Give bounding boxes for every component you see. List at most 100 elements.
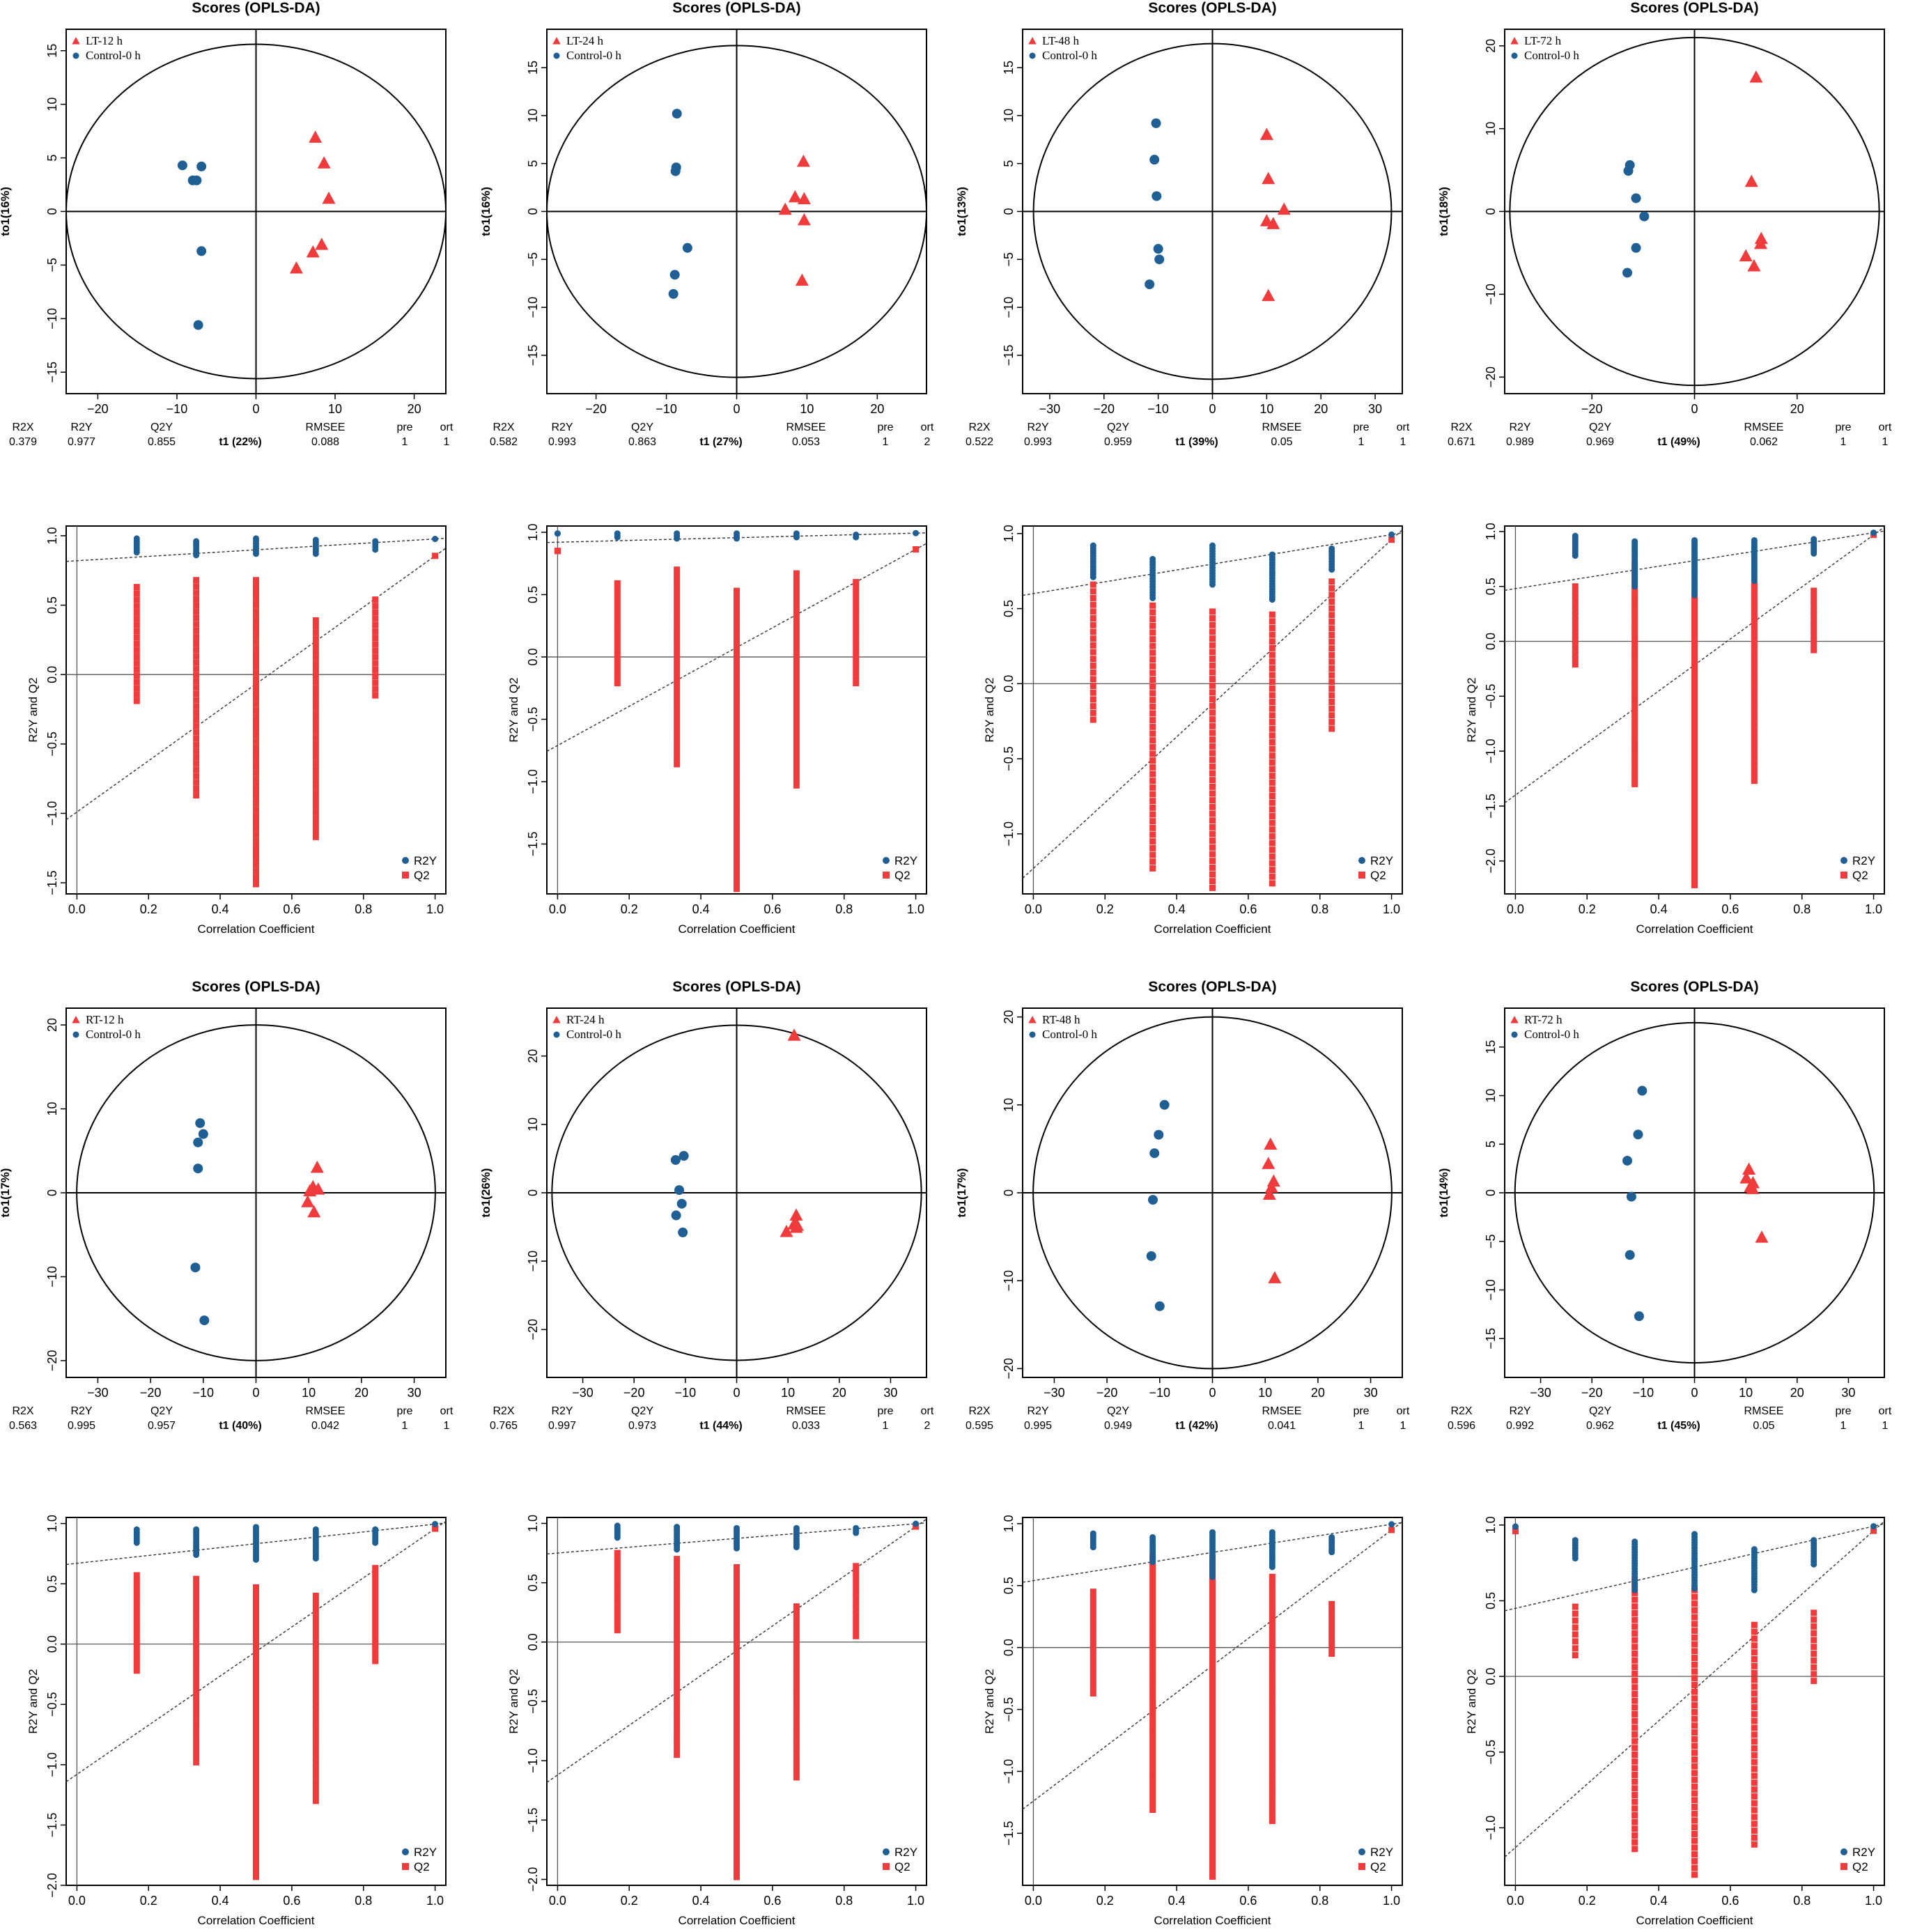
- legend-r2y-marker: [1840, 1848, 1847, 1855]
- q2-point: [793, 648, 800, 655]
- y-axis-label: to1(17%): [955, 1168, 968, 1218]
- y-tick-label: 5: [1484, 1141, 1498, 1147]
- q2-point: [312, 759, 319, 766]
- q2-point: [1149, 1733, 1156, 1740]
- stat-value-r2x: 0.379: [9, 436, 37, 448]
- y-tick-label: −10: [45, 308, 59, 330]
- q2-point: [734, 1671, 740, 1678]
- q2-point: [133, 590, 140, 597]
- q2-point: [1269, 1662, 1276, 1669]
- q2-point: [1209, 1778, 1216, 1785]
- y-tick-label: 10: [1484, 1089, 1498, 1103]
- q2-point: [193, 1608, 200, 1615]
- q2-point: [253, 850, 259, 857]
- y-tick-label: −0.5: [45, 1692, 59, 1717]
- q2-point: [1269, 1740, 1276, 1747]
- score-plot-2: Scores (OPLS-DA)−30 −20 −10 0 10 20 30−15−10−5…: [955, 0, 1410, 448]
- q2-point: [1691, 1628, 1698, 1635]
- q2-point: [1149, 743, 1156, 750]
- group-point: [1744, 174, 1758, 187]
- q2-point: [1751, 1793, 1758, 1800]
- q2-point: [1209, 1661, 1216, 1668]
- q2-point: [133, 628, 140, 635]
- q2-point: [1090, 1639, 1096, 1646]
- q2-point: [1691, 748, 1698, 755]
- q2-point: [253, 670, 259, 677]
- q2-point: [1572, 1617, 1579, 1624]
- legend-r2y-marker: [1358, 1848, 1365, 1855]
- r2y-point: [372, 1526, 379, 1533]
- q2-point: [1209, 1711, 1216, 1718]
- q2-point: [793, 720, 800, 727]
- q2-point: [372, 647, 379, 654]
- group-point: [301, 1195, 315, 1207]
- q2-point: [253, 862, 259, 869]
- q2-point: [1751, 626, 1758, 633]
- x-tick-label: 0.4: [692, 902, 710, 916]
- q2-point: [1090, 709, 1096, 716]
- hotelling-t2-ellipse: [551, 1024, 922, 1361]
- q2-point: [1572, 583, 1579, 590]
- q2-point: [372, 1630, 379, 1637]
- q2-point: [1751, 1628, 1758, 1635]
- q2-point: [253, 1824, 259, 1831]
- q2-point: [674, 1651, 681, 1657]
- q2-point: [312, 815, 319, 822]
- q2-point: [1751, 1642, 1758, 1649]
- q2-point: [1328, 1600, 1335, 1607]
- q2-point: [793, 1774, 800, 1781]
- q2-point: [614, 613, 621, 620]
- q2-point: [853, 668, 860, 675]
- q2-point: [1209, 1589, 1216, 1595]
- q2-point: [1751, 660, 1758, 667]
- q2-point: [193, 716, 200, 723]
- q2-point: [614, 652, 621, 659]
- x-axis-label: Correlation Coefficient: [679, 1914, 796, 1927]
- q2-point: [133, 1635, 140, 1642]
- q2-point: [193, 1640, 200, 1647]
- q2-point: [312, 685, 319, 692]
- q2-point: [253, 1770, 259, 1777]
- q2-point: [1751, 709, 1758, 716]
- q2-point: [312, 1711, 319, 1718]
- stat-value-ort: 1: [1400, 1420, 1406, 1432]
- q2-point: [193, 1630, 200, 1637]
- q2-point: [1328, 1645, 1335, 1652]
- q2-point: [1751, 689, 1758, 696]
- q2-point: [1090, 581, 1096, 588]
- q2-point: [1209, 1823, 1216, 1830]
- q2-point: [1691, 1648, 1698, 1655]
- q2-point: [1691, 693, 1698, 700]
- x-axis-label: Correlation Coefficient: [1636, 922, 1753, 936]
- q2-point: [853, 1600, 860, 1607]
- score-plot-3: Scores (OPLS-DA)−20 0 20−20−1001020to1(18%…: [1437, 0, 1892, 448]
- q2-point: [1691, 1804, 1698, 1811]
- q2-point: [312, 1690, 319, 1697]
- q2-point: [734, 750, 740, 757]
- x-axis-label: t1 (27%): [699, 436, 742, 448]
- q2-point: [312, 1695, 319, 1702]
- q2-point: [1149, 697, 1156, 704]
- q2-point: [1090, 649, 1096, 656]
- q2-point: [312, 1630, 319, 1637]
- x-axis-label: t1 (49%): [1657, 436, 1700, 448]
- q2-point: [614, 1593, 621, 1600]
- q2-point: [1269, 1629, 1276, 1636]
- q2-point: [1149, 1655, 1156, 1662]
- q2-point: [193, 684, 200, 691]
- q2-point: [1751, 1731, 1758, 1738]
- x-tick-label: 0.2: [140, 1894, 157, 1908]
- q2-point: [1209, 1850, 1216, 1857]
- q2-point: [1209, 642, 1216, 649]
- y-tick-label: 0.0: [45, 1635, 59, 1653]
- q2-point: [734, 756, 740, 763]
- q2-point: [734, 807, 740, 814]
- x-tick-label: 0.0: [1025, 902, 1042, 916]
- q2-point: [614, 602, 621, 609]
- q2-point: [734, 886, 740, 892]
- q2-point: [133, 697, 140, 704]
- q2-point: [1149, 1688, 1156, 1695]
- q2-point: [1149, 1604, 1156, 1611]
- q2-point: [1149, 703, 1156, 710]
- plot-title: Scores (OPLS-DA): [1148, 0, 1276, 16]
